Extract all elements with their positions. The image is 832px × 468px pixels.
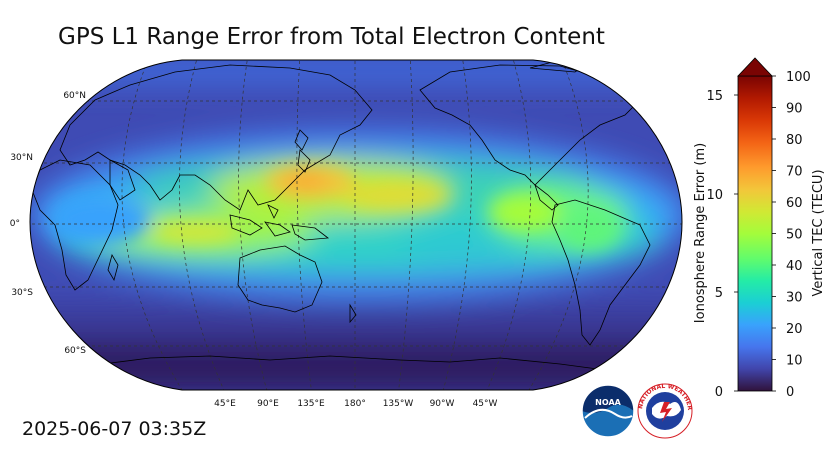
lon-label-135e: 135°E xyxy=(297,399,325,409)
right-tick-90: 90 xyxy=(786,102,803,117)
graticule xyxy=(30,60,682,390)
colorbar-extend-arrow xyxy=(737,57,773,77)
right-tick-100: 100 xyxy=(786,70,811,85)
left-tick-0: 0 xyxy=(715,385,723,400)
right-tick-70: 70 xyxy=(786,165,803,180)
noaa-logo-icon: NOAA xyxy=(581,384,635,438)
right-tick-80: 80 xyxy=(786,133,803,148)
left-tick-5: 5 xyxy=(715,286,723,301)
left-tick-15: 15 xyxy=(706,89,723,104)
right-axis-label: Vertical TEC (TECU) xyxy=(811,169,826,296)
noaa-logo-text: NOAA xyxy=(595,398,621,407)
right-tick-20: 20 xyxy=(786,322,803,337)
right-tick-60: 60 xyxy=(786,196,803,211)
right-tick-10: 10 xyxy=(786,354,803,369)
tec-field xyxy=(30,60,682,390)
colorbar: 0 5 10 15 Ionosphere Range Error (m) 0 1… xyxy=(693,57,826,400)
lat-label-30n: 30°N xyxy=(10,153,33,163)
right-tick-30: 30 xyxy=(786,291,803,306)
right-tick-0: 0 xyxy=(786,385,794,400)
lat-label-30s: 30°S xyxy=(11,288,33,298)
colorbar-scale xyxy=(737,75,773,392)
lat-label-60n: 60°N xyxy=(63,91,86,101)
lat-label-0: 0° xyxy=(10,219,20,229)
right-tick-40: 40 xyxy=(786,259,803,274)
lon-label-180: 180° xyxy=(344,399,366,409)
coastlines xyxy=(31,60,651,373)
timestamp: 2025-06-07 03:35Z xyxy=(22,418,207,440)
lon-label-45e: 45°E xyxy=(214,399,236,409)
lon-label-45w: 45°W xyxy=(473,399,498,409)
left-axis-label: Ionosphere Range Error (m) xyxy=(693,143,708,323)
page-title: GPS L1 Range Error from Total Electron C… xyxy=(58,24,605,50)
lon-label-90w: 90°W xyxy=(430,399,455,409)
right-tick-50: 50 xyxy=(786,228,803,243)
lon-label-135w: 135°W xyxy=(383,399,414,409)
left-tick-10: 10 xyxy=(706,188,723,203)
lat-label-60s: 60°S xyxy=(64,346,86,356)
lon-label-90e: 90°E xyxy=(257,399,279,409)
